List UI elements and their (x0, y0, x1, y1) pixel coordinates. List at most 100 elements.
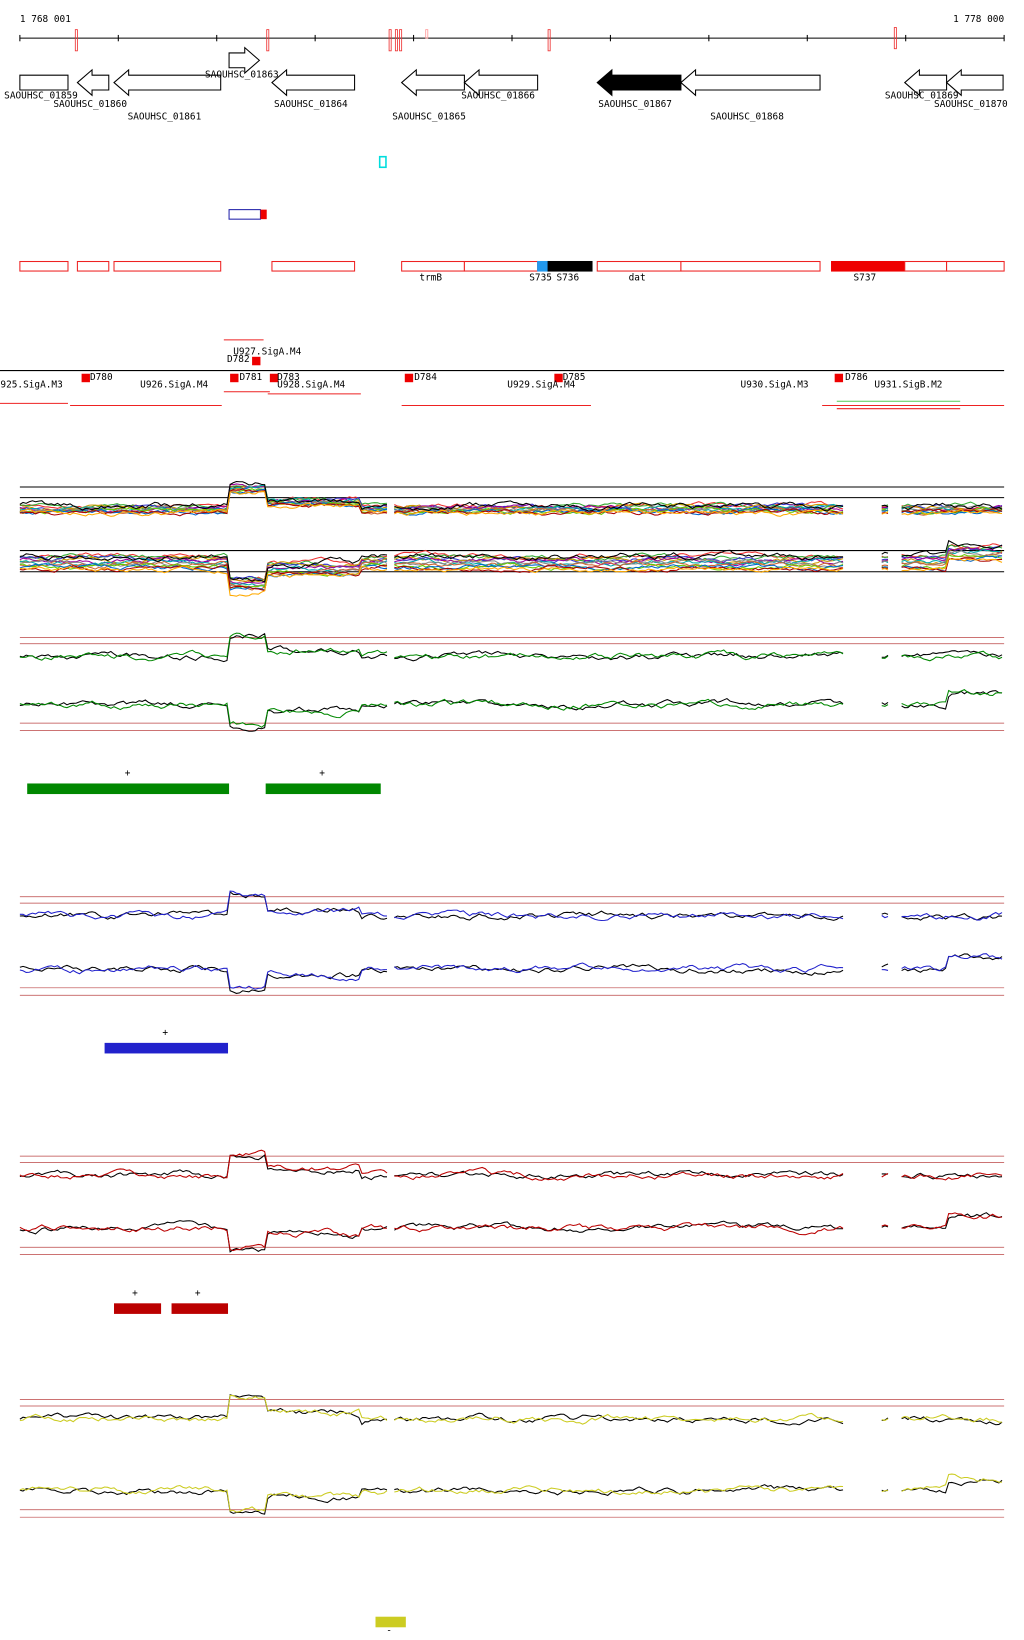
reg-label: D785 (563, 372, 586, 383)
trace (19, 1394, 388, 1426)
gene-label: SAOUHSC_01860 (53, 99, 127, 110)
trace (881, 567, 889, 571)
gene-label: SAOUHSC_01868 (710, 112, 784, 123)
trace (901, 1172, 1003, 1181)
trace (394, 649, 844, 661)
gene-label: SAOUHSC_01861 (128, 112, 202, 123)
trace (901, 1415, 1003, 1426)
trace (901, 1473, 1003, 1492)
feature (401, 260, 465, 272)
trace (881, 1224, 889, 1227)
trace (394, 560, 844, 569)
trace (901, 1414, 1003, 1423)
trace (394, 962, 844, 974)
gene-label: SAOUHSC_01869 (885, 90, 959, 101)
trace (881, 511, 889, 515)
gene-label: SAOUHSC_01865 (392, 112, 466, 123)
trace (881, 551, 889, 555)
trace (901, 546, 1003, 562)
gene-label: SAOUHSC_01859 (4, 90, 78, 101)
trace (19, 556, 388, 584)
trace (394, 500, 844, 512)
reg-box (554, 373, 563, 383)
trace (394, 650, 844, 662)
track-bar (104, 1042, 229, 1054)
trace (19, 560, 388, 591)
ruler-mark (266, 29, 270, 52)
gene-label: SAOUHSC_01867 (598, 99, 672, 110)
trace (394, 698, 844, 711)
trace (19, 964, 388, 990)
trace (881, 558, 889, 561)
reg-label: U927.SigA.M4 (233, 347, 301, 358)
trace (901, 539, 1003, 557)
reg-box (252, 356, 261, 366)
gene-arrow (76, 68, 110, 97)
trace (901, 509, 1003, 516)
reg-label: U926.SigA.M4 (140, 379, 208, 390)
trace (881, 702, 889, 706)
trace (901, 650, 1003, 662)
trace (881, 1418, 889, 1421)
feature (946, 260, 1005, 272)
gene-arrow (113, 68, 222, 97)
track-sign: + (195, 1288, 201, 1299)
trace (394, 1484, 844, 1496)
trace (19, 1154, 388, 1181)
track-sign: + (162, 1027, 168, 1038)
trace (19, 564, 388, 592)
gene-label: SAOUHSC_01866 (461, 90, 535, 101)
trace (881, 654, 889, 658)
trace (901, 557, 1003, 572)
trace (881, 912, 889, 915)
feature (271, 260, 356, 272)
trace (394, 549, 844, 561)
reg-label: D786 (845, 372, 868, 383)
gene-arrow (400, 68, 465, 97)
trace (901, 649, 1003, 658)
reg-label: U925.SigA.M3 (0, 379, 63, 390)
reg-label: D782 (227, 354, 250, 365)
trace (394, 1169, 844, 1180)
trace (394, 566, 844, 574)
trace (901, 689, 1003, 707)
trace (901, 508, 1003, 513)
trace (881, 1490, 889, 1493)
feature-label: S737 (854, 273, 877, 284)
gene-arrow (596, 68, 682, 97)
ruler-mark (893, 27, 897, 50)
ruler-mark (388, 29, 392, 52)
trace (881, 564, 889, 567)
gene-label: SAOUHSC_01870 (934, 99, 1008, 110)
track-bar (171, 1303, 229, 1314)
feature (113, 260, 222, 272)
feature-label: trmB (419, 273, 442, 284)
trace (19, 1484, 388, 1513)
trace (394, 1222, 844, 1236)
track-sign: - (386, 1626, 392, 1637)
trace (394, 558, 844, 568)
ruler-end: 1 778 000 (953, 14, 1004, 25)
reg-label: D780 (90, 372, 113, 383)
trace (901, 953, 1003, 972)
feature-label: dat (629, 273, 646, 284)
trace (19, 491, 388, 517)
feature (547, 260, 593, 272)
cyan-mark (378, 155, 387, 169)
gene-arrow (19, 74, 69, 91)
ruler-mark (74, 29, 78, 52)
trace (19, 964, 388, 994)
trace (394, 910, 844, 921)
trace (881, 1172, 889, 1178)
trace (19, 1223, 388, 1252)
trace (881, 566, 889, 568)
feature (596, 260, 682, 272)
trace (901, 1172, 1003, 1180)
reg-label: D783 (277, 372, 300, 383)
feature (904, 260, 948, 272)
trace (901, 1212, 1003, 1229)
trace (19, 480, 388, 511)
trace (901, 557, 1003, 572)
trace (19, 890, 388, 920)
feature (19, 260, 69, 272)
